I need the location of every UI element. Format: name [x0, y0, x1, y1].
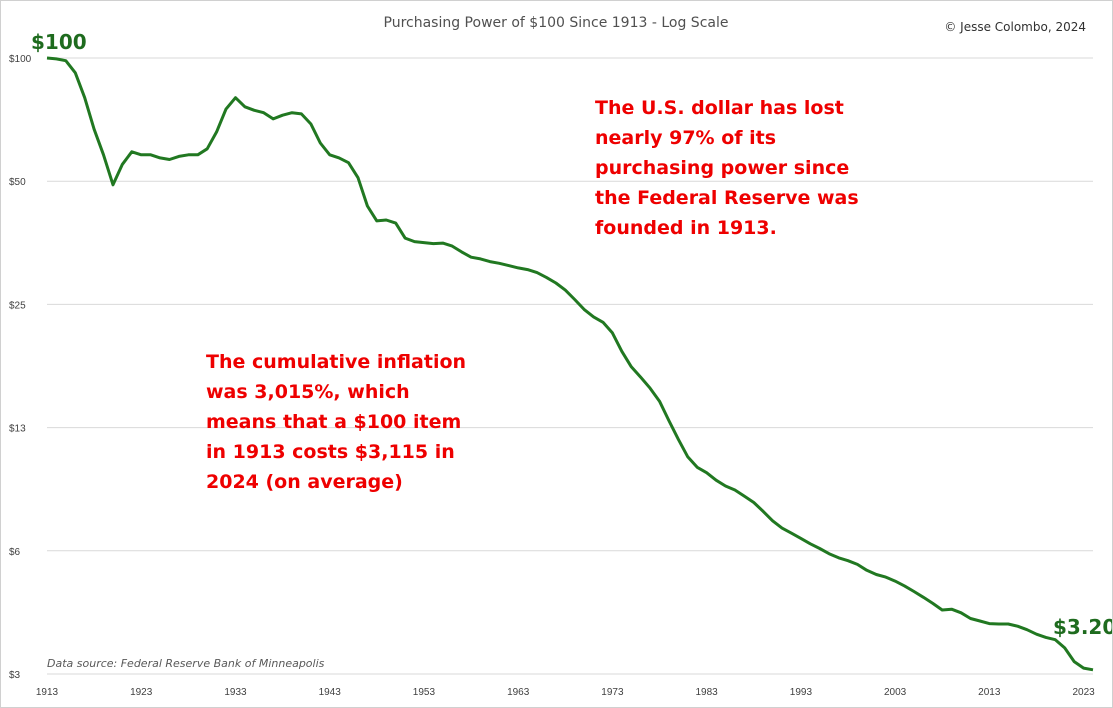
x-tick-label: 1943	[319, 687, 342, 698]
end-value-label: $3.20	[1053, 615, 1112, 639]
x-tick-label: 2023	[1072, 687, 1095, 698]
y-tick-label: $13	[9, 424, 26, 435]
x-tick-label: 1913	[36, 687, 59, 698]
x-tick-label: 1993	[790, 687, 813, 698]
annotation-dollar-lost: The U.S. dollar has lost nearly 97% of it…	[595, 97, 859, 239]
start-value-label: $100	[31, 30, 87, 54]
annotation-line: The U.S. dollar has lost	[595, 97, 844, 119]
y-tick-label: $6	[9, 547, 21, 558]
gridlines	[47, 57, 1093, 675]
y-tick-label: $100	[9, 54, 32, 65]
y-tick-label: $3	[9, 670, 21, 681]
x-tick-label: 1983	[695, 687, 718, 698]
x-tick-label: 1923	[130, 687, 153, 698]
annotation-line: was 3,015%, which	[206, 381, 410, 403]
x-tick-label: 2013	[978, 687, 1001, 698]
x-tick-label: 1963	[507, 687, 530, 698]
x-tick-label: 1953	[413, 687, 436, 698]
y-axis-tick-labels: $100 $50 $25 $13 $6 $3	[9, 54, 32, 681]
annotation-line: founded in 1913.	[595, 217, 777, 239]
annotation-line: 2024 (on average)	[206, 471, 403, 493]
copyright-label: © Jesse Colombo, 2024	[944, 20, 1086, 34]
y-tick-label: $25	[9, 300, 26, 311]
x-axis-tick-labels: 1913 1923 1933 1943 1953 1963 1973 1983 1993 2003…	[36, 687, 1095, 698]
annotation-cumulative-inflation: The cumulative inflation was 3,015%, whic…	[206, 351, 466, 493]
annotation-line: The cumulative inflation	[206, 351, 466, 373]
annotation-line: in 1913 costs $3,115 in	[206, 441, 455, 463]
x-tick-label: 1973	[601, 687, 624, 698]
annotation-line: the Federal Reserve was	[595, 187, 859, 209]
annotation-line: nearly 97% of its	[595, 127, 776, 149]
data-source-note: Data source: Federal Reserve Bank of Min…	[47, 657, 325, 670]
annotation-line: means that a $100 item	[206, 411, 461, 433]
y-tick-label: $50	[9, 177, 26, 188]
x-tick-label: 1933	[224, 687, 247, 698]
annotation-line: purchasing power since	[595, 157, 849, 179]
purchasing-power-line	[46, 56, 1094, 672]
x-tick-label: 2003	[884, 687, 907, 698]
chart-title: Purchasing Power of $100 Since 1913 - Lo…	[384, 15, 729, 31]
